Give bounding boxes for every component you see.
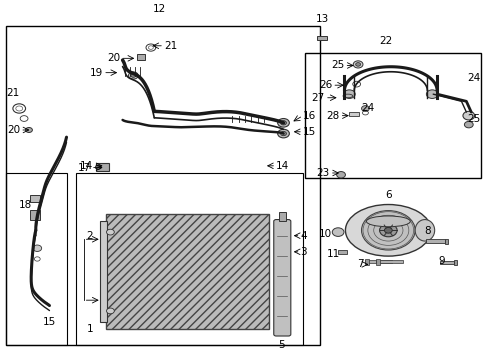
Bar [76,173,303,345]
Circle shape [426,90,437,98]
Ellipse shape [414,220,434,241]
Bar [445,239,447,244]
Circle shape [343,90,354,98]
Bar [365,259,368,265]
Text: 24: 24 [466,73,479,84]
Bar [425,239,445,243]
Circle shape [33,245,41,251]
Circle shape [277,118,289,127]
Bar [316,36,327,40]
Circle shape [95,165,101,170]
Bar [453,260,456,265]
Circle shape [25,127,32,132]
Circle shape [131,74,136,77]
Text: 20: 20 [7,125,20,135]
Bar [375,259,379,265]
Text: 28: 28 [325,111,339,121]
Bar [365,260,391,263]
Circle shape [352,61,362,68]
Text: 6: 6 [384,190,391,200]
Bar [305,53,480,178]
Text: 5: 5 [277,339,284,350]
Bar [348,112,358,116]
Circle shape [361,211,414,250]
Text: 23: 23 [316,168,329,178]
Circle shape [384,228,391,233]
Text: 11: 11 [325,249,339,258]
Bar [375,260,402,263]
Circle shape [464,121,472,128]
Text: 14: 14 [80,161,93,171]
Text: 2: 2 [86,231,93,241]
Bar [337,250,346,253]
Text: 15: 15 [303,127,316,137]
Text: 27: 27 [311,93,325,103]
Bar [5,26,320,345]
Text: 12: 12 [152,4,165,14]
Text: 25: 25 [330,60,344,71]
Bar [30,195,40,202]
Text: 26: 26 [318,80,331,90]
Ellipse shape [366,216,409,227]
Text: 19: 19 [90,68,103,78]
FancyBboxPatch shape [273,220,290,336]
Bar [30,210,40,220]
Text: 9: 9 [438,256,445,266]
Circle shape [361,105,368,111]
Text: 22: 22 [379,36,392,46]
Bar [105,214,268,329]
Text: 13: 13 [315,14,328,24]
Circle shape [106,229,114,235]
Text: 8: 8 [423,226,430,236]
Text: 4: 4 [300,231,306,241]
Bar [96,163,109,171]
Text: 20: 20 [107,53,120,63]
Text: 25: 25 [466,114,479,124]
Text: 1: 1 [86,324,93,334]
Text: 3: 3 [300,247,306,257]
Circle shape [280,121,286,125]
Bar [100,221,107,322]
Circle shape [128,72,138,79]
Text: 21: 21 [6,88,20,98]
Text: 24: 24 [361,103,374,113]
Circle shape [106,308,114,314]
Text: 10: 10 [319,229,331,239]
Bar [137,54,145,60]
Text: 18: 18 [19,200,32,210]
Circle shape [462,111,474,120]
Circle shape [331,228,343,237]
Circle shape [280,131,286,136]
Bar [5,173,66,345]
Text: 14: 14 [276,161,289,171]
Text: 15: 15 [43,317,56,327]
Circle shape [277,129,289,138]
Bar [278,212,285,221]
Bar [439,261,453,264]
Text: 16: 16 [303,111,316,121]
Circle shape [336,172,345,178]
Circle shape [379,224,396,237]
Text: 17: 17 [78,163,91,172]
Circle shape [355,63,360,66]
Text: 21: 21 [163,41,177,51]
Ellipse shape [345,204,430,256]
Text: 7: 7 [357,259,363,269]
